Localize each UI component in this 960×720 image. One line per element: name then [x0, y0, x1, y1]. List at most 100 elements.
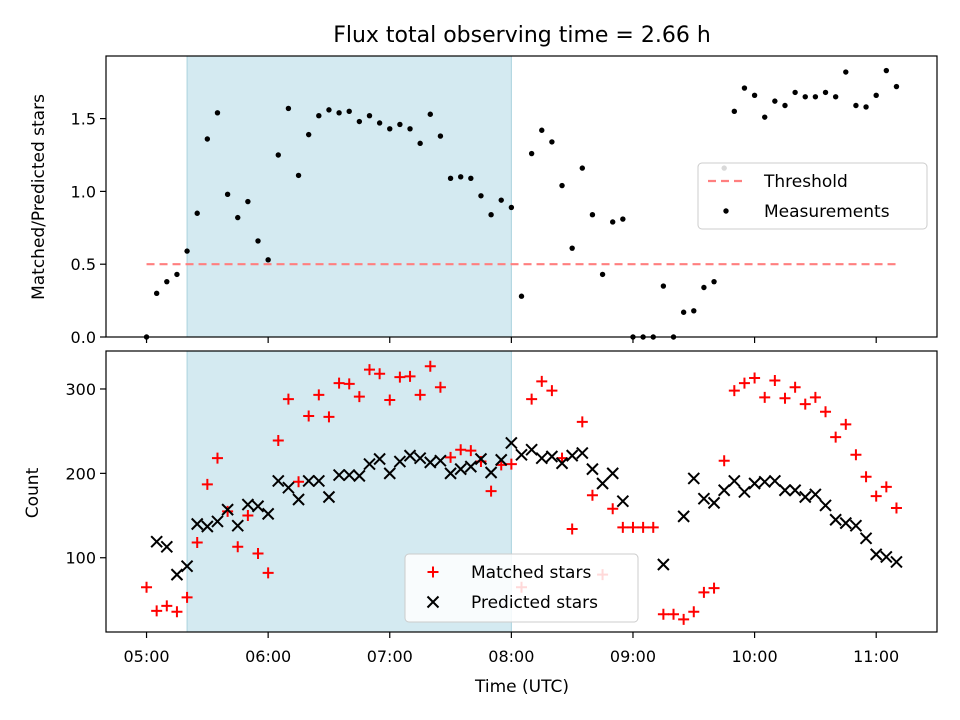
- matched-stars-point: [303, 410, 315, 422]
- predicted-stars-point: [799, 490, 812, 504]
- matched-stars-point: [678, 613, 690, 625]
- measurement-point: [164, 278, 170, 285]
- series-measurements: [143, 67, 900, 340]
- predicted-stars-point: [393, 455, 407, 468]
- matched-stars-point: [272, 434, 284, 446]
- measurement-point: [549, 139, 555, 145]
- measurement-point: [802, 94, 808, 100]
- matched-stars-point: [211, 452, 223, 464]
- matched-stars-point: [252, 548, 264, 560]
- measurement-point: [863, 104, 869, 110]
- legend-box: [697, 162, 928, 230]
- measurement-point: [437, 133, 444, 139]
- predicted-stars-point: [231, 519, 244, 532]
- predicted-stars-point: [596, 477, 609, 490]
- chart-title: Flux total observing time = 2.66 h: [333, 23, 711, 48]
- predicted-stars-point: [555, 457, 569, 470]
- matched-stars-point: [201, 478, 213, 490]
- predicted-stars-point: [869, 548, 883, 561]
- matched-stars-point: [404, 370, 416, 382]
- predicted-stars-point: [839, 516, 853, 530]
- matched-stars-point: [657, 608, 669, 620]
- measurement-point: [153, 290, 160, 297]
- predicted-stars-point: [809, 488, 822, 501]
- matched-stars-point: [586, 489, 598, 501]
- predicted-stars-point: [444, 467, 457, 480]
- measurement-point: [184, 248, 190, 254]
- predicted-stars-point: [616, 494, 630, 508]
- measurement-point: [174, 271, 180, 278]
- matched-stars-point: [637, 521, 649, 533]
- predicted-stars-point: [738, 485, 751, 499]
- measurement-point: [599, 271, 606, 278]
- matched-stars-point: [769, 375, 781, 387]
- measurement-point: [822, 89, 829, 96]
- y-tick-label: 0.0: [71, 328, 96, 347]
- predicted-stars-point: [535, 451, 548, 465]
- measurement-point: [366, 112, 373, 119]
- measurement-point: [336, 110, 342, 116]
- legend-label: Matched stars: [471, 563, 591, 583]
- measurement-point: [255, 238, 261, 244]
- measurement-point: [893, 83, 900, 90]
- measurement-point: [751, 92, 758, 99]
- measurement-point: [224, 191, 231, 198]
- plot-frame: [105, 350, 938, 633]
- matched-stars-point: [880, 481, 892, 493]
- predicted-stars-point: [434, 454, 447, 467]
- predicted-stars-point: [890, 555, 903, 569]
- predicted-stars-point: [495, 453, 508, 467]
- matched-stars-point: [161, 600, 173, 612]
- predicted-stars-point: [586, 462, 599, 476]
- measurement-point: [528, 150, 535, 157]
- predicted-stars-point: [343, 468, 356, 482]
- predicted-stars-point: [150, 535, 163, 548]
- measurement-point: [498, 197, 504, 203]
- matched-stars-point: [374, 368, 386, 380]
- predicted-stars-point: [677, 510, 690, 523]
- measurement-point: [579, 165, 586, 171]
- measurement-point: [569, 245, 575, 251]
- matched-stars-point: [809, 391, 821, 403]
- matched-stars-point: [434, 381, 446, 393]
- measurement-point: [468, 175, 474, 182]
- matched-stars-point: [293, 476, 305, 488]
- predicted-stars-point: [859, 532, 873, 545]
- matched-stars-point: [414, 389, 426, 401]
- matched-stars-point: [536, 375, 548, 387]
- measurement-point: [326, 107, 332, 113]
- measurement-point: [518, 293, 525, 299]
- predicted-stars-point: [849, 519, 863, 532]
- matched-stars-point: [384, 394, 396, 406]
- x-tick-label: 09:00: [610, 647, 656, 666]
- matched-stars-point: [870, 490, 882, 502]
- predicted-stars-point: [180, 559, 194, 573]
- x-tick-label: 06:00: [245, 647, 291, 666]
- measurement-point: [731, 108, 738, 115]
- predicted-stars-point: [880, 550, 893, 564]
- measurement-point: [346, 108, 352, 115]
- x-tick-label: 08:00: [488, 647, 534, 666]
- measurement-point: [772, 98, 778, 104]
- matched-stars-point: [232, 541, 244, 553]
- matched-stars-point: [141, 581, 153, 593]
- matched-stars-point: [505, 458, 517, 470]
- predicted-stars-point: [707, 496, 721, 510]
- predicted-stars-point: [261, 507, 275, 521]
- predicted-stars-point: [383, 467, 396, 480]
- y-tick-label: 1.0: [71, 182, 96, 201]
- matched-stars-point: [151, 605, 163, 617]
- x-tick-label: 07:00: [367, 647, 413, 666]
- predicted-stars-point: [687, 472, 700, 485]
- measurement-point: [873, 92, 879, 99]
- legend: Matched stars Predicted stars: [404, 553, 639, 623]
- measurement-point: [589, 211, 596, 218]
- measurement-point: [883, 67, 890, 74]
- matched-stars-point: [546, 385, 558, 397]
- measurement-point: [204, 136, 211, 142]
- matched-stars-point: [728, 385, 740, 397]
- predicted-stars-point: [322, 490, 336, 504]
- predicted-stars-point: [282, 481, 295, 494]
- matched-stars-point: [171, 606, 183, 618]
